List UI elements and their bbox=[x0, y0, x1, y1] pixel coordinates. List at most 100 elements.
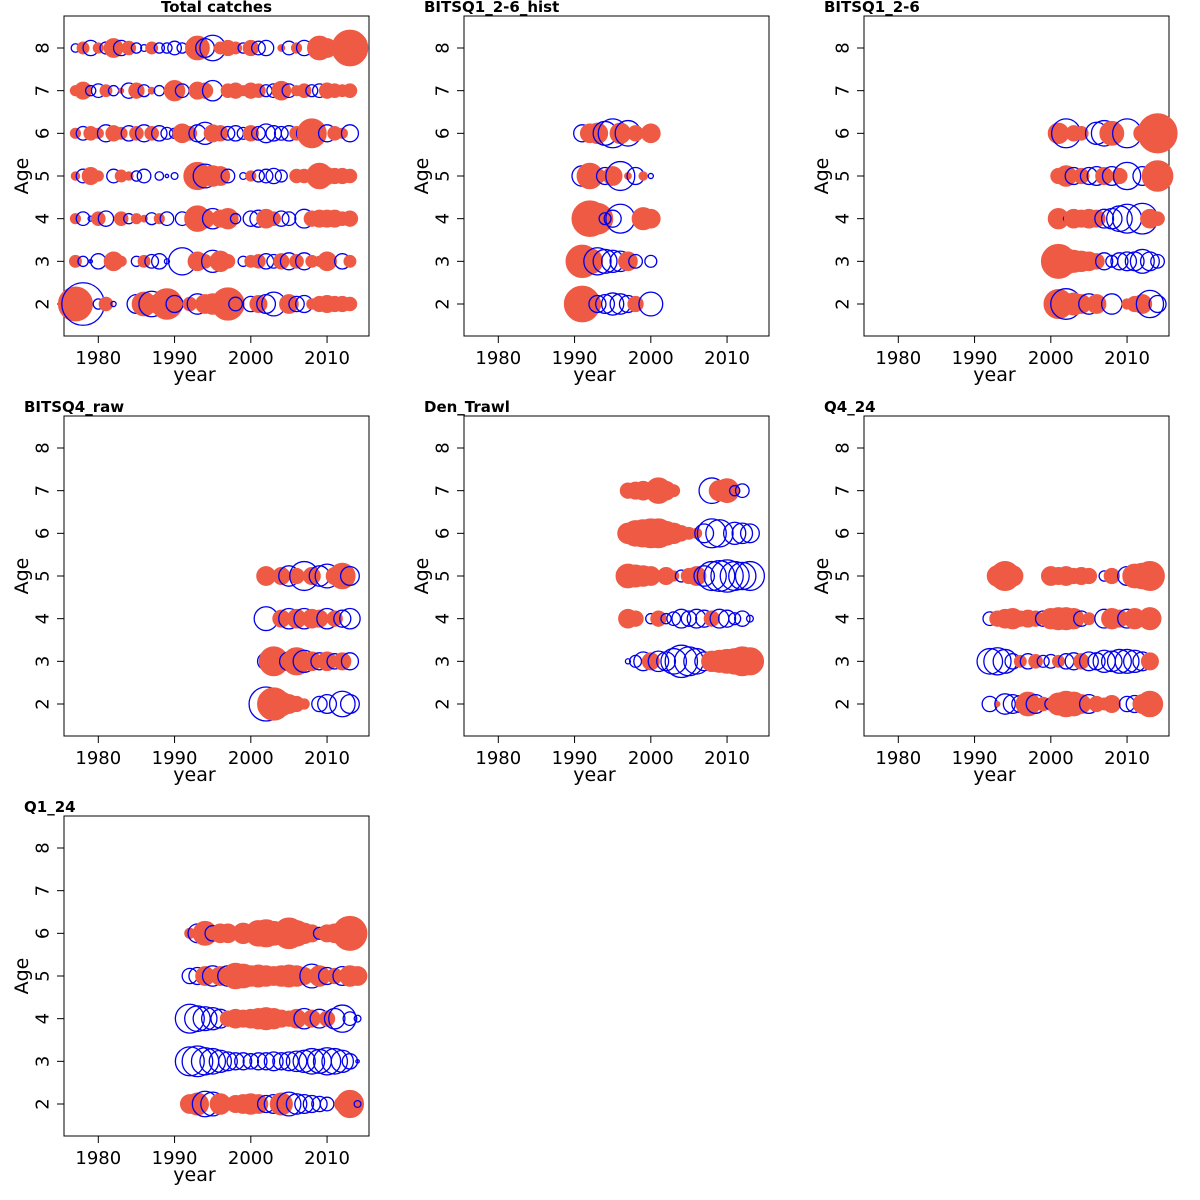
y-axis-label: Age bbox=[411, 158, 433, 195]
y-tick-label: 6 bbox=[33, 528, 54, 539]
bubble-negative bbox=[644, 254, 658, 268]
y-tick-label: 3 bbox=[833, 656, 854, 667]
bubble-negative bbox=[217, 1051, 238, 1072]
x-tick-label: 1980 bbox=[475, 348, 521, 369]
bubble-positive bbox=[69, 127, 82, 139]
bubble-negative bbox=[728, 612, 742, 626]
bubble-series bbox=[976, 561, 1165, 718]
bubble-series bbox=[174, 915, 368, 1119]
y-tick-label: 6 bbox=[833, 528, 854, 539]
bubble-positive bbox=[690, 527, 703, 539]
bubble-positive bbox=[212, 125, 229, 142]
bubble-positive bbox=[1137, 113, 1178, 154]
bubble-negative bbox=[680, 610, 698, 627]
bubble-negative bbox=[734, 610, 751, 627]
chart-panel-6: Q4_24 1980 1990 2000 2010 2 3 4 5 6 7 8 year Age bbox=[811, 398, 1170, 786]
bubble-positive bbox=[586, 122, 609, 145]
bubble-negative bbox=[660, 647, 688, 675]
x-tick-label: 2000 bbox=[628, 748, 674, 769]
bubble-negative bbox=[153, 84, 166, 97]
bubble-positive bbox=[129, 126, 144, 141]
bubble-negative bbox=[647, 650, 670, 673]
bubble-positive bbox=[342, 296, 358, 312]
bubble-negative bbox=[192, 1006, 218, 1032]
bubble-negative bbox=[1148, 294, 1167, 314]
bubble-positive bbox=[273, 253, 290, 270]
bubble-positive bbox=[581, 202, 614, 235]
bubble-negative bbox=[696, 518, 727, 549]
bubble-positive bbox=[714, 478, 740, 504]
chart-panel-1: Total catches 1980 1990 2000 2010 2 3 4 5 6 7 8 year… bbox=[11, 0, 370, 386]
bubble-positive bbox=[1102, 695, 1121, 713]
y-tick-label: 3 bbox=[33, 656, 54, 667]
bubble-positive bbox=[182, 126, 198, 141]
bubble-positive bbox=[576, 248, 604, 275]
bubble-positive bbox=[74, 81, 93, 100]
bubble-positive bbox=[667, 484, 681, 498]
bubble-negative bbox=[745, 614, 754, 623]
bubble-negative bbox=[281, 211, 297, 227]
chart-panel-2: BITSQ1_2-6_hist 1980 1990 2000 2010 2 3 4 5 6 7 8 ye… bbox=[411, 0, 770, 386]
bubble-positive bbox=[638, 171, 648, 181]
bubble-negative bbox=[328, 690, 356, 718]
bubble-positive bbox=[70, 171, 81, 181]
bubble-negative bbox=[693, 565, 716, 587]
x-tick-label: 1980 bbox=[75, 348, 121, 369]
bubble-negative bbox=[728, 484, 741, 497]
bubble-negative bbox=[249, 1052, 268, 1071]
bubble-negative bbox=[256, 123, 277, 144]
bubble-positive bbox=[341, 210, 359, 227]
y-tick-label: 4 bbox=[33, 613, 54, 624]
bubble-negative bbox=[341, 1053, 359, 1070]
bubble-negative bbox=[1135, 289, 1165, 319]
bubble-negative bbox=[321, 1047, 349, 1075]
bubble-negative bbox=[170, 171, 179, 181]
x-tick-label: 2000 bbox=[1028, 748, 1074, 769]
y-tick-label: 7 bbox=[33, 885, 54, 896]
bubble-negative bbox=[719, 560, 750, 592]
x-axis-label: year bbox=[173, 764, 216, 786]
bubble-positive bbox=[1088, 253, 1105, 270]
bubble-negative bbox=[151, 253, 168, 270]
bubble-negative bbox=[167, 40, 183, 56]
bubble-positive bbox=[298, 698, 310, 710]
bubble-negative bbox=[598, 212, 612, 226]
x-tick-label: 1980 bbox=[75, 748, 121, 769]
y-tick-label: 8 bbox=[433, 42, 454, 53]
bubble-negative bbox=[647, 172, 655, 180]
bubble-positive bbox=[147, 86, 156, 95]
bubble-negative bbox=[75, 211, 91, 227]
bubble-negative bbox=[1110, 252, 1129, 271]
bubble-positive bbox=[1073, 167, 1090, 185]
bubble-positive bbox=[242, 39, 259, 57]
bubble-positive bbox=[640, 208, 661, 229]
bubble-negative bbox=[339, 607, 361, 630]
bubble-negative bbox=[694, 523, 715, 544]
bubble-positive bbox=[347, 966, 368, 986]
x-axis-label: year bbox=[173, 1164, 216, 1186]
bubble-negative bbox=[306, 1048, 332, 1074]
bubble-negative bbox=[976, 647, 1004, 675]
y-tick-label: 8 bbox=[833, 42, 854, 53]
x-tick-label: 2000 bbox=[628, 348, 674, 369]
bubble-positive bbox=[289, 254, 304, 269]
bubble-positive bbox=[271, 80, 292, 101]
bubble-negative bbox=[276, 1091, 302, 1117]
bubble-negative bbox=[285, 1093, 308, 1115]
bubble-negative bbox=[731, 522, 754, 545]
bubble-negative bbox=[226, 1052, 245, 1071]
y-tick-label: 3 bbox=[433, 256, 454, 267]
bubble-negative bbox=[164, 173, 170, 179]
chart-panel-7: Q1_24 1980 1990 2000 2010 2 3 4 5 6 7 8 year Age bbox=[11, 798, 370, 1186]
bubble-positive bbox=[1134, 561, 1165, 591]
bubble-negative bbox=[624, 658, 632, 665]
bubble-negative bbox=[242, 210, 260, 227]
bubble-negative bbox=[154, 171, 165, 181]
bubble-positive bbox=[296, 118, 327, 149]
bubble-positive bbox=[151, 288, 183, 320]
bubble-negative bbox=[274, 169, 288, 183]
y-tick-label: 8 bbox=[33, 842, 54, 853]
bubble-negative bbox=[734, 560, 766, 592]
bubble-negative bbox=[340, 652, 360, 671]
bubble-positive bbox=[332, 915, 368, 951]
